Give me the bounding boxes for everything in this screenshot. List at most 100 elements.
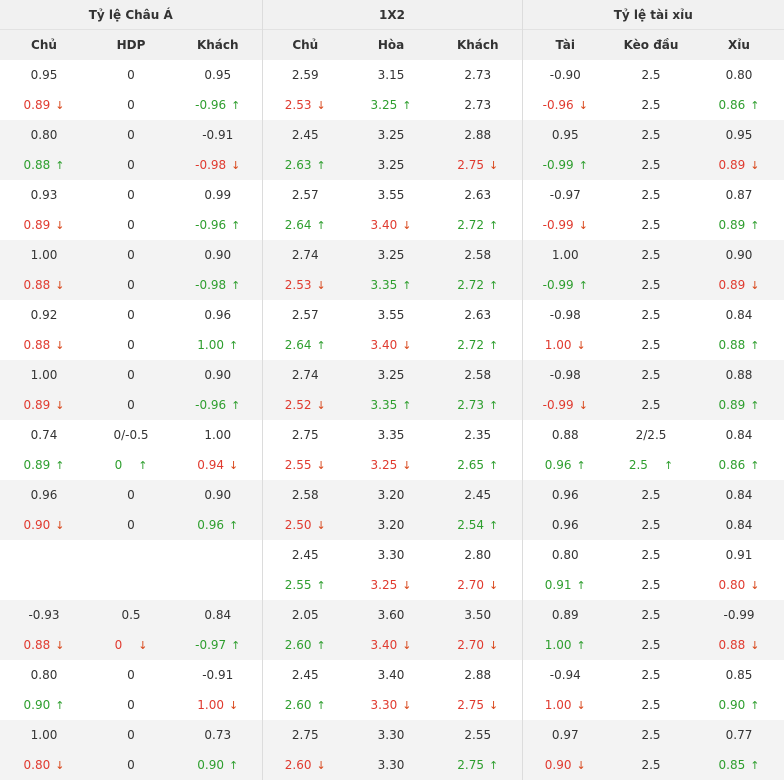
odds-cell-home-asian: 0.74	[0, 420, 88, 450]
odds-cell-draw: 3.40 ↓	[348, 330, 434, 360]
odds-cell-under: 0.80 ↓	[694, 570, 784, 600]
odds-value: -0.99	[542, 218, 574, 232]
col-header-handicap: HDP	[88, 29, 174, 60]
odds-cell-handicap: 0	[88, 660, 174, 690]
odds-value: 2.58	[464, 248, 492, 262]
odds-cell-under: 0.84	[694, 510, 784, 540]
arrow-up-icon: ↑	[576, 579, 586, 592]
odds-cell-under: 0.95	[694, 120, 784, 150]
odds-value: 2.65	[457, 458, 485, 472]
arrow-down-icon: ↓	[578, 219, 588, 232]
odds-cell-draw: 3.40 ↓	[348, 210, 434, 240]
odds-cell-over: -0.94	[521, 660, 609, 690]
odds-value: 3.15	[377, 68, 405, 82]
odds-cell-away-asian	[174, 570, 262, 600]
arrow-up-icon: ↑	[316, 219, 326, 232]
odds-cell-home-1x2: 2.45	[261, 120, 349, 150]
odds-cell-under: 0.86 ↑	[694, 90, 784, 120]
odds-value: 0.96	[204, 308, 232, 322]
odds-value: 0.89	[23, 458, 51, 472]
odds-value: 0.74	[30, 428, 58, 442]
odds-value: 2.75	[457, 758, 485, 772]
arrow-up-icon: ↑	[489, 279, 499, 292]
odds-value: 0.80	[551, 548, 579, 562]
odds-value: 0.88	[725, 368, 753, 382]
arrow-up-icon: ↑	[316, 159, 326, 172]
odds-cell-under: 0.88 ↓	[694, 630, 784, 660]
odds-value: 0.88	[23, 338, 51, 352]
odds-value: 2.58	[464, 368, 492, 382]
odds-value: 0	[127, 278, 135, 292]
odds-cell-line: 2.5	[608, 360, 695, 390]
odds-cell-draw: 3.25	[348, 360, 435, 390]
odds-cell-draw: 3.60	[348, 600, 435, 630]
odds-value: 2.73	[464, 68, 492, 82]
odds-cell-handicap: 0	[88, 150, 174, 180]
arrow-up-icon: ↑	[750, 219, 760, 232]
odds-cell-home-asian: 0.80 ↓	[0, 750, 88, 780]
odds-value: 0.86	[718, 98, 746, 112]
odds-cell-draw: 3.25	[348, 120, 435, 150]
col-header-over: Tài	[521, 29, 609, 60]
arrow-up-icon: ↑	[55, 699, 65, 712]
group-header-row: Tỷ lệ Châu Á 1X2 Tỷ lệ tài xỉu	[0, 0, 784, 30]
odds-cell-handicap	[88, 570, 174, 600]
odds-value: 1.00	[30, 368, 58, 382]
odds-cell-away-1x2: 2.88	[434, 120, 523, 150]
odds-cell-handicap: 0	[88, 270, 174, 300]
odds-value: 0.96	[544, 458, 572, 472]
odds-cell-home-1x2: 2.53 ↓	[261, 270, 349, 300]
odds-value: 2.72	[457, 338, 485, 352]
odds-cell-line: 2.5	[608, 60, 694, 90]
odds-cell-over: 0.96	[521, 510, 609, 540]
odds-cell-away-1x2: 2.63	[434, 300, 522, 330]
odds-cell-handicap: 0 ↑	[88, 450, 174, 480]
odds-value: 0.84	[725, 488, 753, 502]
odds-value: 2.5	[641, 638, 661, 652]
odds-cell-away-asian: 0.99	[174, 180, 262, 210]
odds-value: -0.97	[549, 188, 581, 202]
odds-value: 3.35	[370, 398, 398, 412]
odds-cell-over: 0.91 ↑	[521, 570, 609, 600]
odds-value: 0.90	[718, 698, 746, 712]
arrow-up-icon: ↑	[231, 639, 241, 652]
odds-value: 3.25	[370, 578, 398, 592]
arrow-down-icon: ↓	[231, 159, 241, 172]
odds-value: 0	[127, 398, 135, 412]
odds-cell-line: 2.5	[608, 150, 695, 180]
arrow-down-icon: ↓	[402, 579, 412, 592]
odds-cell-away-1x2: 2.58	[434, 240, 523, 270]
odds-cell-under: 0.88 ↑	[694, 330, 784, 360]
odds-cell-away-asian: 0.73	[174, 720, 263, 750]
arrow-down-icon: ↓	[402, 699, 412, 712]
odds-cell-away-asian: 0.90 ↑	[174, 750, 263, 780]
odds-cell-home-asian: 0.88 ↓	[0, 270, 88, 300]
arrow-up-icon: ↑	[229, 519, 239, 532]
odds-value: 0.93	[30, 188, 58, 202]
odds-cell-away-asian: -0.91	[174, 120, 263, 150]
arrow-up-icon: ↑	[576, 459, 586, 472]
group-header-1x2: 1X2	[261, 0, 523, 30]
odds-cell-home-1x2: 2.55 ↑	[261, 570, 349, 600]
odds-cell-away-asian: 1.00 ↓	[174, 690, 262, 720]
arrow-down-icon: ↓	[55, 519, 65, 532]
odds-value: 2.45	[291, 548, 319, 562]
odds-value: -0.98	[195, 158, 227, 172]
odds-value: 0	[127, 218, 135, 232]
arrow-up-icon: ↑	[489, 339, 499, 352]
odds-value: 2.59	[291, 68, 319, 82]
odds-cell-draw: 3.15	[348, 60, 434, 90]
odds-cell-draw: 3.25 ↑	[348, 90, 434, 120]
odds-row: 0.90 ↓ 0 0.96 ↑ 2.50 ↓ 3.20 2.54 ↑ 0.96 2.5 0.84	[0, 510, 784, 540]
odds-cell-home-asian: 0.89 ↓	[0, 90, 88, 120]
odds-cell-home-asian: 0.96	[0, 480, 88, 510]
odds-row: 0.88 ↓ 0 1.00 ↑ 2.64 ↑ 3.40 ↓ 2.72 ↑ 1.00 ↓ 2.5 0.88 ↑	[0, 330, 784, 360]
odds-cell-away-asian: -0.98 ↓	[174, 150, 263, 180]
odds-value: 2.45	[464, 488, 492, 502]
odds-value: 0.5	[121, 608, 141, 622]
odds-value: 0.95	[30, 68, 58, 82]
odds-cell-handicap: 0	[88, 480, 174, 510]
odds-cell-draw: 3.25 ↓	[348, 570, 434, 600]
odds-value: 0.90	[197, 758, 224, 772]
odds-cell-away-1x2: 2.73	[434, 60, 522, 90]
